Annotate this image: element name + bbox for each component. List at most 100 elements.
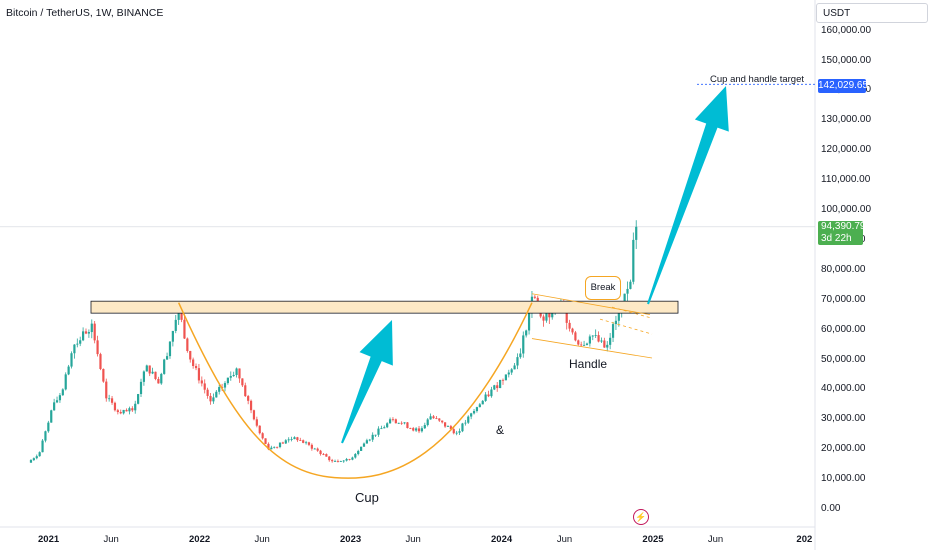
candle-body: [139, 381, 143, 395]
candle-body: [189, 350, 192, 360]
candle-body: [165, 356, 169, 360]
candle-body: [423, 425, 426, 429]
candle-body: [197, 368, 201, 381]
handle-lower-line: [531, 338, 653, 359]
candle-body: [58, 395, 62, 401]
candle-body: [403, 422, 406, 424]
price-tick-label: 120,000.00: [821, 144, 872, 156]
candle-body: [299, 440, 302, 441]
cup-curve: [177, 302, 533, 479]
symbol-title[interactable]: Bitcoin / TetherUS, 1W, BINANCE: [6, 7, 164, 19]
handle-label[interactable]: Handle: [569, 357, 608, 371]
time-tick-label: Jun: [254, 534, 270, 545]
candle-body: [635, 226, 638, 240]
candle-body: [487, 394, 490, 397]
break-label[interactable]: Break: [585, 276, 621, 300]
candle-body: [394, 419, 397, 424]
candle-body: [200, 380, 203, 384]
candle-body: [174, 319, 177, 331]
time-tick-label: Jun: [103, 534, 119, 545]
candle-body: [261, 433, 264, 439]
candle-body: [290, 439, 293, 440]
candle-body: [582, 344, 586, 346]
candle-body: [110, 398, 114, 403]
candle-body: [527, 310, 531, 331]
candle-body: [87, 332, 90, 334]
candle-body: [186, 338, 189, 351]
candle-body: [614, 320, 618, 325]
handle-upper-dashed: [611, 306, 651, 319]
candle-body: [278, 442, 282, 448]
candle-body: [238, 368, 241, 379]
candle-body: [302, 440, 305, 443]
candle-body: [617, 312, 620, 321]
candle-body: [209, 395, 212, 402]
candle-body: [501, 379, 505, 381]
candle-body: [365, 440, 368, 444]
candle-body: [443, 422, 447, 427]
candle-body: [464, 422, 467, 424]
candle-body: [70, 353, 73, 367]
candle-body: [548, 312, 551, 318]
cup-label[interactable]: Cup: [355, 490, 379, 505]
candle-body: [377, 428, 380, 435]
candle-body: [412, 428, 415, 431]
candle-body: [53, 402, 56, 411]
currency-selector[interactable]: USDT: [816, 3, 928, 23]
candle-body: [281, 442, 285, 444]
drawings-layer: [90, 83, 815, 479]
candle-body: [571, 328, 574, 333]
candle-body: [600, 340, 603, 342]
candle-body: [525, 330, 528, 336]
candle-body: [351, 457, 354, 460]
candle-body: [438, 418, 441, 421]
price-tick-label: 110,000.00: [821, 174, 871, 186]
candle-body: [510, 369, 513, 373]
candle-body: [177, 308, 180, 320]
price-tick-label: 10,000.00: [821, 473, 866, 485]
candle-body: [360, 446, 363, 451]
candle-body: [345, 458, 348, 461]
target-label[interactable]: Cup and handle target: [710, 74, 805, 85]
candle-body: [44, 431, 47, 441]
time-tick-label: Jun: [556, 534, 573, 545]
candle-body: [55, 400, 59, 403]
projection-arrow-large: [647, 86, 729, 305]
candle-body: [328, 456, 331, 461]
candle-body: [163, 359, 166, 374]
candle-body: [284, 440, 287, 444]
price-tick-label: 130,000.00: [821, 114, 872, 126]
candle-body: [168, 341, 172, 357]
candle-body: [446, 426, 450, 427]
candle-body: [192, 359, 195, 367]
price-tick-label: 30,000.00: [821, 413, 866, 425]
candle-body: [307, 442, 311, 445]
candle-body: [206, 389, 209, 396]
time-tick-label: Jun: [707, 534, 724, 545]
ampersand-label[interactable]: &: [496, 423, 505, 437]
candle-body: [180, 308, 183, 320]
candle-body: [67, 366, 70, 375]
candle-body: [32, 458, 35, 461]
last-price-tag: 94,390.79 3d 22h: [818, 221, 866, 245]
candle-body: [116, 410, 119, 413]
price-tick-label: 150,000.00: [821, 54, 872, 66]
time-tick-label: 2023: [340, 534, 362, 545]
candle-body: [310, 444, 313, 449]
lightning-icon[interactable]: ⚡: [633, 509, 649, 525]
candle-body: [542, 316, 545, 321]
candle-body: [157, 378, 160, 384]
candle-body: [397, 422, 400, 424]
candle-body: [342, 460, 345, 462]
candle-body: [218, 387, 221, 392]
candle-body: [41, 440, 44, 453]
candle-body: [455, 432, 458, 434]
candle-body: [458, 431, 461, 433]
candle-body: [229, 376, 232, 378]
candle-body: [125, 409, 128, 412]
candle-body: [244, 385, 247, 397]
candle-body: [108, 398, 111, 400]
candle-body: [470, 413, 473, 417]
candle-body: [119, 412, 122, 414]
